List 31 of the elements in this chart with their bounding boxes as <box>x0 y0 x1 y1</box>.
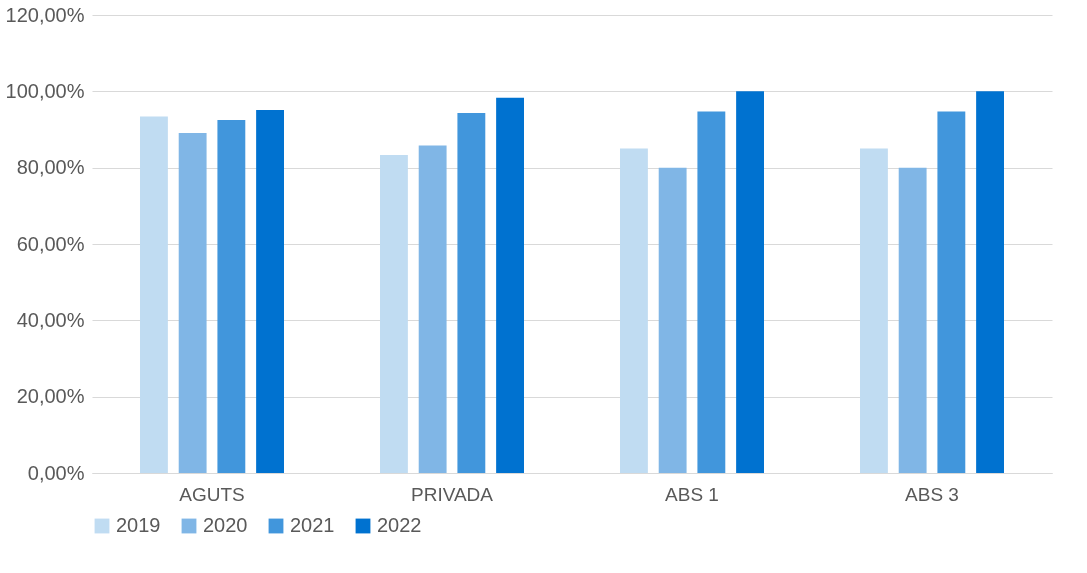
legend-label: 2019 <box>116 514 161 536</box>
y-tick-label: 100,00% <box>5 79 85 102</box>
bar <box>457 113 486 473</box>
y-tick-label: 60,00% <box>16 232 85 255</box>
bar <box>178 132 207 473</box>
bar <box>898 167 927 473</box>
legend-label: 2021 <box>290 514 335 536</box>
x-tick-label: ABS 1 <box>665 483 719 505</box>
bar <box>380 155 408 473</box>
y-tick-label: 80,00% <box>16 156 85 179</box>
bar <box>140 116 168 473</box>
bar <box>620 148 648 473</box>
x-tick-label: AGUTS <box>179 483 245 505</box>
bar <box>937 111 966 473</box>
y-tick-label: 20,00% <box>16 385 85 408</box>
bar <box>217 119 246 473</box>
bar <box>697 111 726 473</box>
x-tick-label: PRIVADA <box>410 483 494 505</box>
y-tick-label: 40,00% <box>16 308 85 331</box>
bar <box>496 97 524 473</box>
bar <box>658 167 687 473</box>
x-tick-label: ABS 3 <box>905 483 959 505</box>
legend-label: 2022 <box>377 514 422 536</box>
bar <box>256 110 284 473</box>
bar <box>736 91 764 473</box>
bar <box>860 148 888 473</box>
y-tick-label: 0,00% <box>27 461 85 484</box>
bar <box>418 145 447 473</box>
bar <box>976 91 1004 473</box>
y-tick-label: 120,00% <box>5 3 85 26</box>
legend-label: 2020 <box>203 514 248 536</box>
